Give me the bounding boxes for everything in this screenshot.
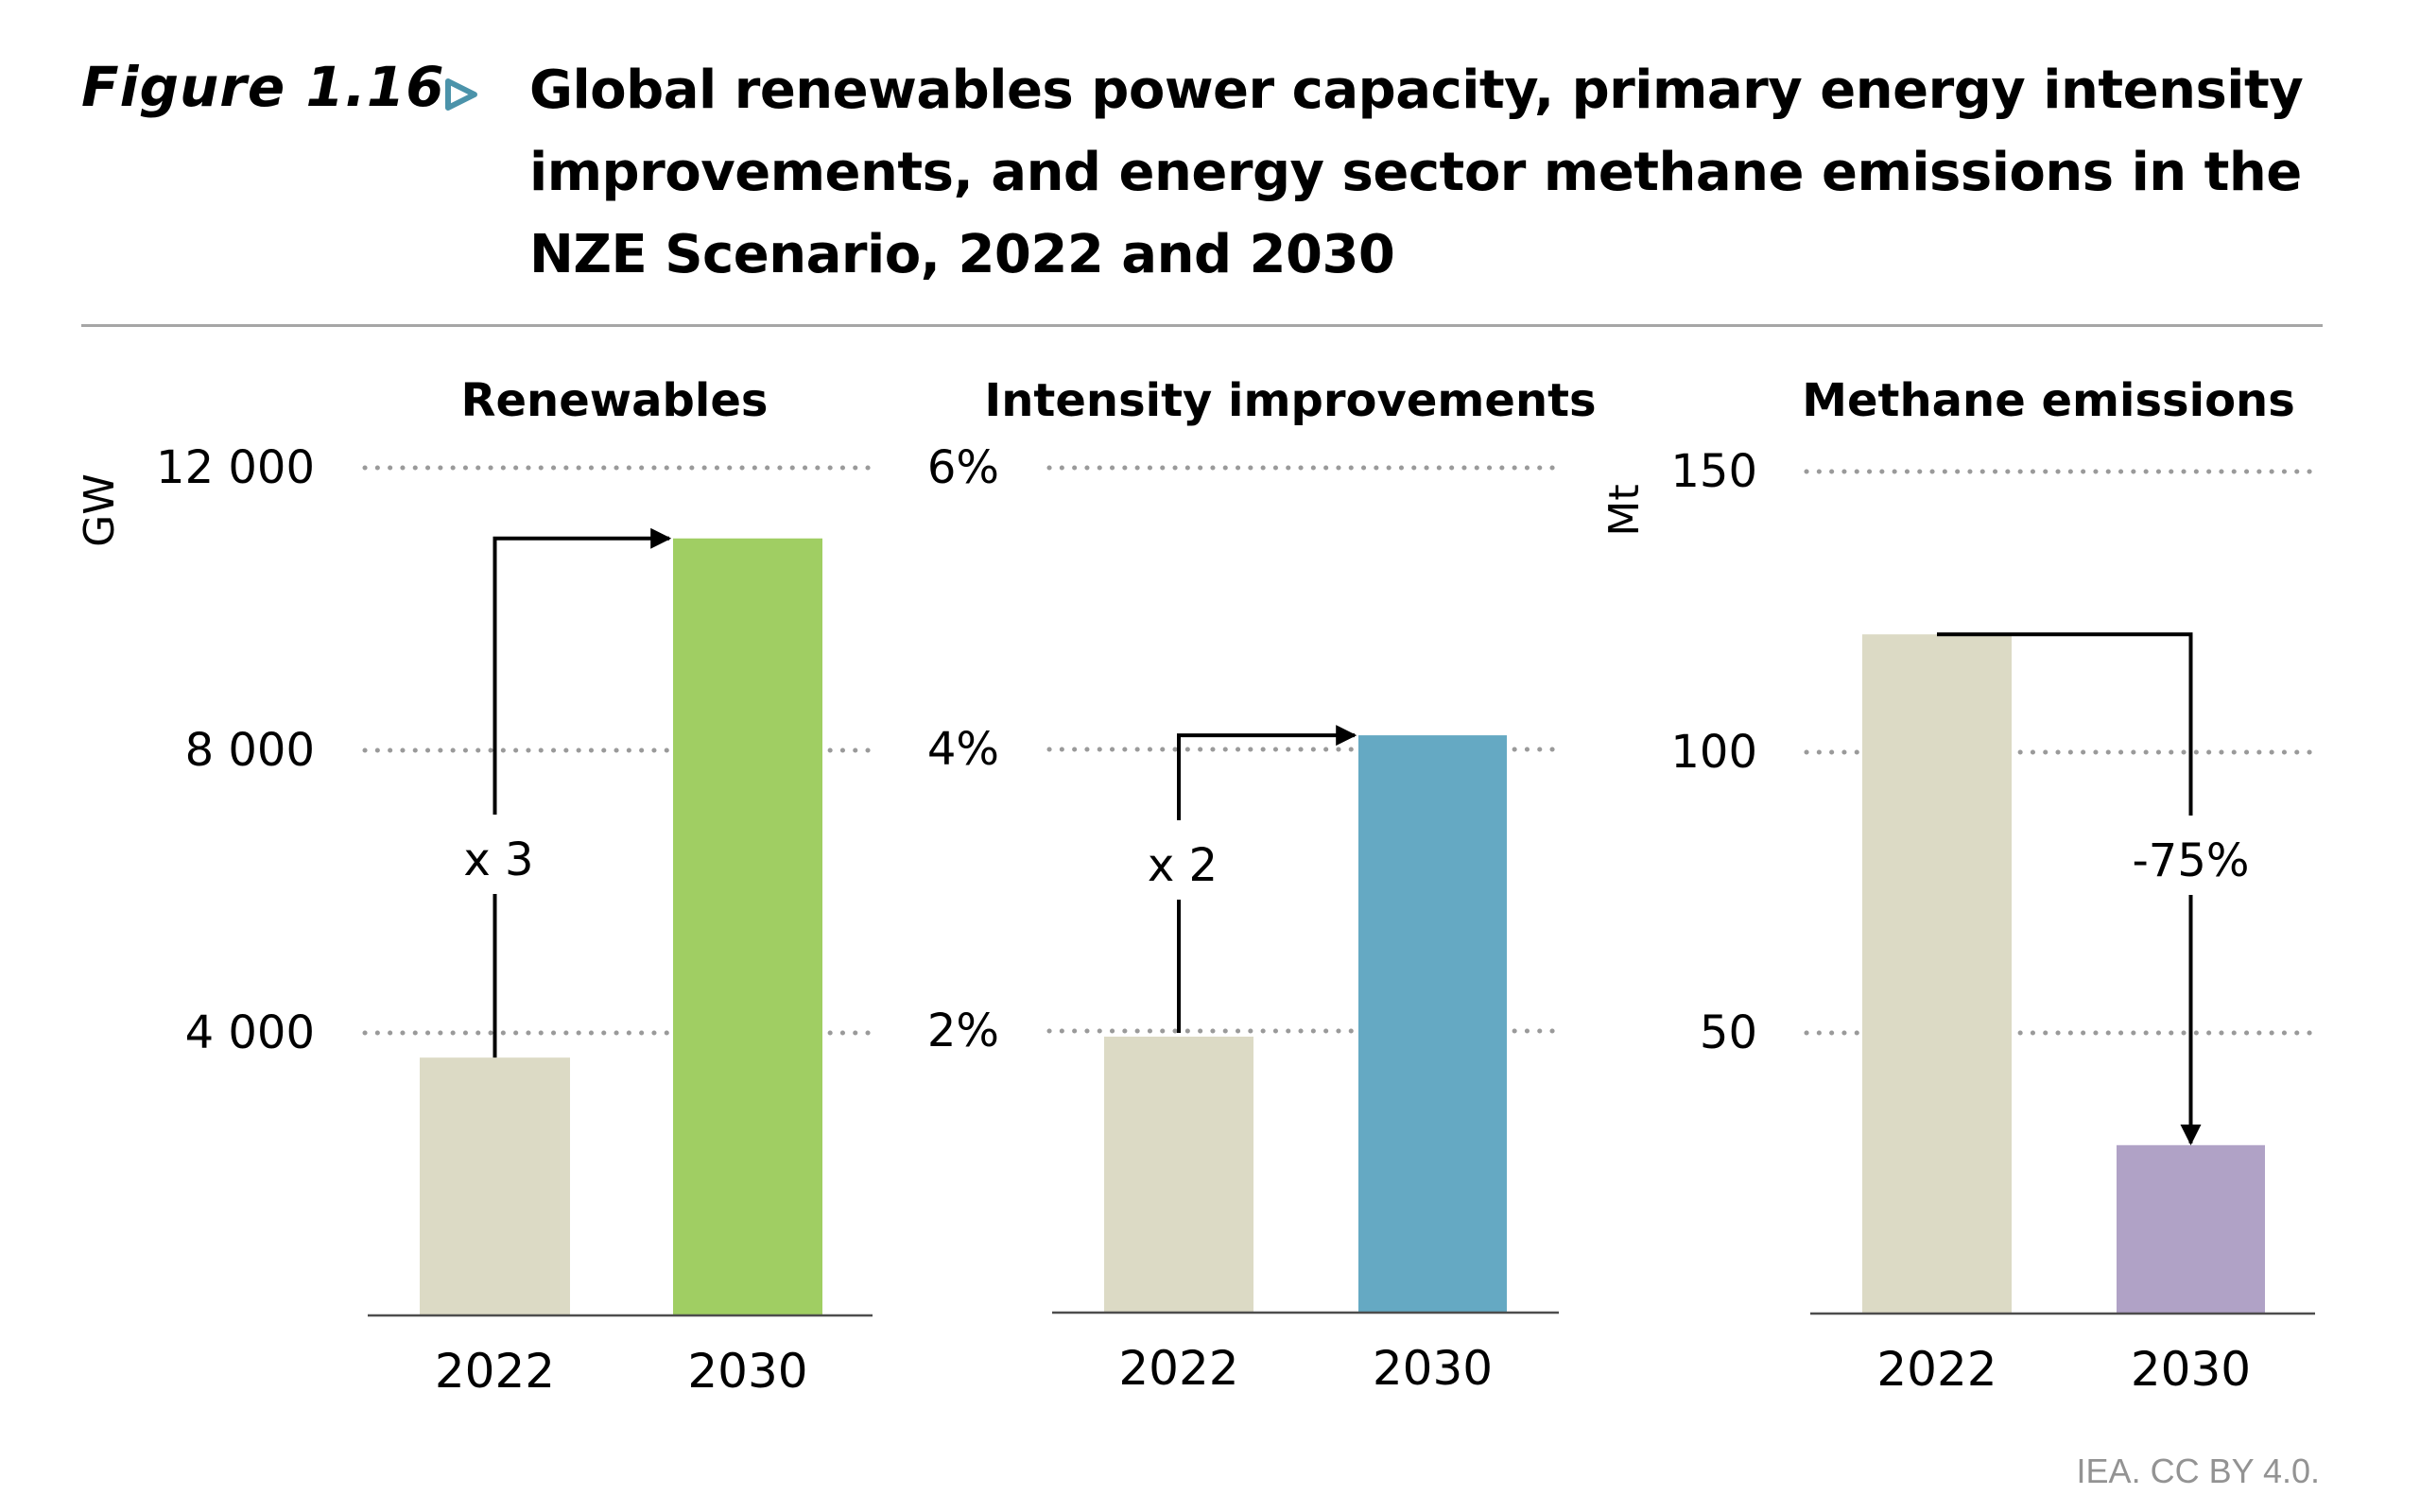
x-tick-label: 2030 [687,1344,807,1399]
figure-title-line: NZE Scenario, 2022 and 2030 [529,224,1395,285]
y-axis-unit-label: Mt [1600,484,1649,536]
x-tick-label: 2022 [1118,1341,1238,1396]
annotation-label: -75% [2132,834,2249,887]
y-tick-label: 6% [927,441,999,494]
figure-title-line: Global renewables power capacity, primar… [529,60,2304,121]
y-tick-label: 100 [1670,726,1757,779]
y-tick-label: 4% [927,723,999,776]
x-tick-label: 2022 [435,1344,555,1399]
annotation-arrow [1177,725,1357,820]
bar-2022 [1104,1036,1253,1313]
y-axis-unit-label: GW [76,473,124,547]
y-tick-label: 12 000 [156,441,315,494]
y-tick-label: 8 000 [185,724,315,777]
y-tick-label: 4 000 [185,1006,315,1059]
source-credit: IEA. CC BY 4.0. [2076,1452,2320,1490]
annotation-arrow [493,527,672,815]
bar-2030 [1358,735,1507,1313]
annotation-label: x 3 [463,833,533,886]
y-tick-label: 2% [927,1005,999,1057]
panel-title: Methane emissions [1802,374,2295,427]
annotation-label: x 2 [1148,839,1218,892]
panel-title: Intensity improvements [984,374,1596,427]
y-tick-label: 50 [1700,1006,1757,1059]
x-tick-label: 2030 [2131,1342,2251,1397]
figure-label: Figure 1.16 [81,55,445,119]
triangle-right-outline-icon [445,78,477,111]
figure-title-line: improvements, and energy sector methane … [529,142,2302,203]
bar-2022 [1862,634,2012,1314]
y-tick-label: 150 [1670,445,1757,498]
x-tick-label: 2022 [1876,1342,1996,1397]
panel-title: Renewables [461,374,769,427]
figure-title: Global renewables power capacity, primar… [529,49,2325,296]
bar-2022 [420,1057,570,1315]
bar-2030 [673,538,822,1315]
annotation-line [1937,632,2193,816]
bar-2030 [2117,1144,2265,1314]
x-tick-label: 2030 [1373,1341,1493,1396]
title-divider [81,324,2323,327]
